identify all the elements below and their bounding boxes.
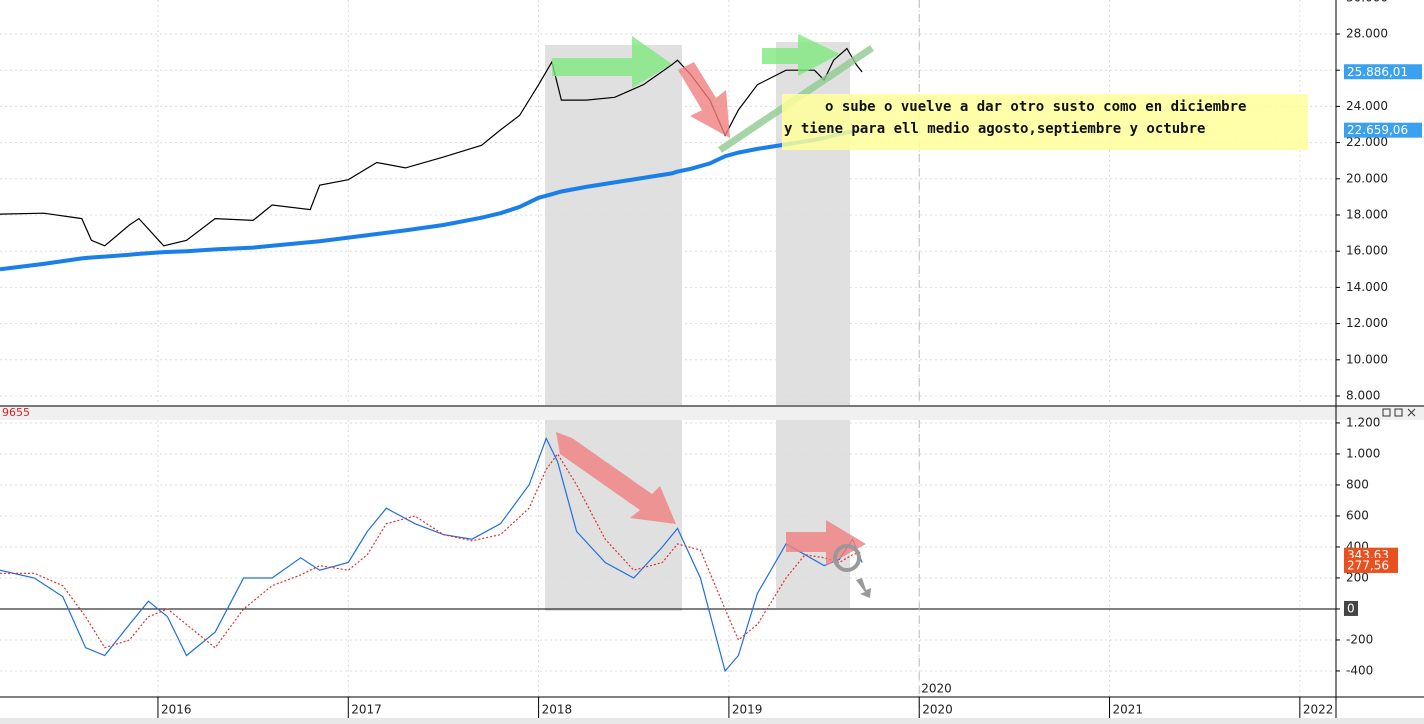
x-tick-label: 2017	[351, 703, 382, 717]
close[interactable]	[1407, 408, 1416, 417]
vline-label: 2020	[921, 682, 952, 696]
arrow-up	[552, 36, 672, 88]
y-tick-label: 28.000	[1346, 26, 1388, 40]
y-tick-label: 10.000	[1346, 352, 1388, 366]
annotation-bg	[782, 94, 1308, 150]
y-tick-label: 200	[1346, 570, 1369, 584]
band	[545, 45, 682, 611]
y-tick-label: 22.000	[1346, 135, 1388, 149]
y-tick-label: 1.000	[1346, 446, 1380, 460]
arrow-right	[786, 520, 866, 566]
value-label: 22.659,06	[1347, 123, 1408, 137]
arrow-down	[678, 62, 730, 138]
y-tick-label: 14.000	[1346, 280, 1388, 294]
panel-title: 9655	[2, 406, 30, 419]
arrow-up	[762, 34, 840, 76]
y-tick-label: 18.000	[1346, 207, 1388, 221]
y-tick-label: 24.000	[1346, 99, 1388, 113]
y-tick-label: 20.000	[1346, 171, 1388, 185]
annotation-line: o sube o vuelve a dar otro susto como en…	[825, 99, 1246, 115]
y-tick-label: -400	[1346, 663, 1373, 677]
maximize[interactable]	[1394, 408, 1403, 417]
y-tick-label: 30.000	[1346, 0, 1388, 4]
circle-marker	[833, 544, 861, 572]
value-label: 0	[1347, 601, 1355, 615]
value-label-bg	[1344, 64, 1422, 80]
x-tick-label: 2019	[732, 703, 763, 717]
value-label: 277,56	[1347, 558, 1389, 572]
x-tick-label: 2021	[1113, 703, 1144, 717]
series-line	[0, 452, 863, 649]
x-tick-label: 2016	[161, 703, 192, 717]
y-tick-label: -200	[1346, 632, 1373, 646]
series-line	[0, 47, 863, 247]
value-label-bg	[1344, 557, 1398, 573]
y-tick-label: 16.000	[1346, 244, 1388, 258]
window-controls[interactable]	[1382, 408, 1416, 417]
x-tick-label: 2022	[1303, 703, 1334, 717]
annotation-box: o sube o vuelve a dar otro susto como en…	[782, 94, 1308, 150]
panel-divider	[0, 405, 1424, 420]
series-line	[0, 436, 863, 673]
arrow-small	[856, 578, 871, 598]
status-bar	[0, 718, 1424, 724]
y-tick-label: 8.000	[1346, 389, 1380, 403]
value-label-bg	[1344, 600, 1358, 616]
series-line	[0, 127, 863, 272]
value-label: 25.886,01	[1347, 65, 1408, 79]
arrow-down	[556, 432, 676, 524]
annotation-line: y tiene para ell medio agosto,septiembre…	[784, 121, 1205, 137]
x-tick-label: 2020	[922, 703, 953, 717]
y-tick-label: 600	[1346, 508, 1369, 522]
x-tick-label: 2018	[542, 703, 573, 717]
value-label-bg	[1344, 122, 1422, 138]
y-tick-label: 1.200	[1346, 415, 1380, 429]
y-tick-label: 800	[1346, 477, 1369, 491]
y-tick-label: 12.000	[1346, 316, 1388, 330]
minimize[interactable]	[1382, 408, 1391, 417]
